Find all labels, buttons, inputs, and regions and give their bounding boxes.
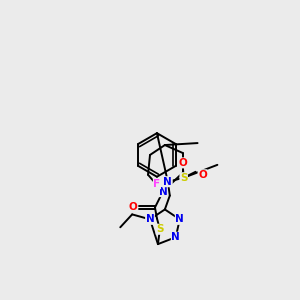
Text: F: F [153, 179, 161, 189]
Text: S: S [156, 224, 164, 234]
Text: O: O [129, 202, 137, 212]
Text: N: N [175, 214, 184, 224]
Text: N: N [164, 177, 172, 187]
Text: N: N [158, 187, 167, 196]
Text: S: S [180, 173, 188, 183]
Text: N: N [146, 214, 154, 224]
Text: N: N [171, 232, 180, 242]
Text: O: O [198, 170, 207, 180]
Text: O: O [178, 158, 187, 168]
